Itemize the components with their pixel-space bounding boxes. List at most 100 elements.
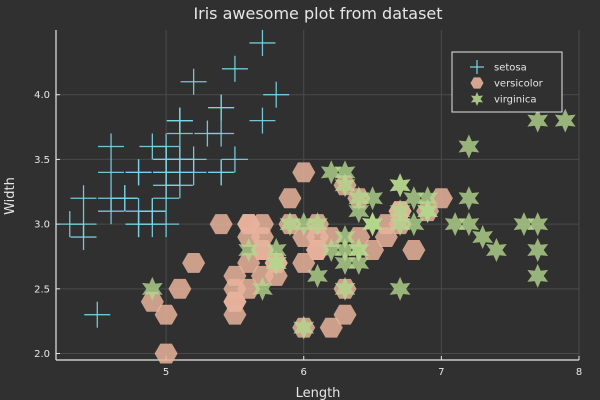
versicolor-point <box>278 188 302 209</box>
setosa-point <box>84 301 111 328</box>
virginica-point <box>334 173 356 198</box>
setosa-point <box>249 107 276 134</box>
legend: setosa versicolor virginica <box>451 51 563 113</box>
virginica-point <box>403 212 425 237</box>
virginica-point <box>293 212 315 237</box>
virginica-point <box>141 276 163 301</box>
setosa-point <box>98 133 125 160</box>
setosa-point <box>125 211 152 238</box>
tick-labels: 5 6 7 8 2.0 2.5 3.0 3.5 4.0 <box>34 90 582 378</box>
virginica-point <box>389 199 411 224</box>
virginica-point <box>362 186 383 211</box>
legend-box <box>451 51 563 113</box>
virginica-point <box>458 134 480 159</box>
setosa-point <box>98 159 125 186</box>
versicolor-point <box>223 265 247 286</box>
setosa-point <box>221 146 248 173</box>
legend-virginica-marker <box>470 92 484 106</box>
virginica-point <box>252 276 273 301</box>
versicolor-point <box>264 265 288 286</box>
setosa-point <box>180 68 207 95</box>
versicolor-point <box>154 304 178 325</box>
versicolor-point <box>319 317 343 338</box>
x-tick-label: 6 <box>301 367 307 378</box>
virginica-point <box>362 212 383 237</box>
versicolor-point <box>209 214 233 235</box>
virginica-point <box>293 315 315 340</box>
setosa-point <box>125 159 152 186</box>
versicolor-point <box>292 227 316 248</box>
setosa-point <box>263 81 290 108</box>
virginica-point <box>527 108 549 133</box>
virginica-point <box>334 238 356 262</box>
virginica-point <box>334 225 356 250</box>
legend-setosa-marker <box>470 60 484 74</box>
virginica-point <box>527 238 549 262</box>
y-tick-label: 2.5 <box>34 284 50 295</box>
setosa-point <box>153 172 180 199</box>
setosa-point <box>139 198 166 225</box>
versicolor-point <box>292 252 316 273</box>
setosa-point <box>70 185 97 212</box>
setosa-point <box>139 133 166 160</box>
virginica-point <box>334 276 356 301</box>
y-tick-label: 3.5 <box>34 155 50 166</box>
virginica-point <box>513 212 535 237</box>
virginica-point <box>348 199 370 224</box>
setosa-point <box>194 120 221 147</box>
setosa-point <box>166 159 193 186</box>
virginica-point <box>458 212 480 237</box>
virginica-point <box>389 173 411 198</box>
versicolor-point <box>182 252 206 273</box>
versicolor-point <box>333 304 357 325</box>
x-tick-label: 7 <box>438 367 444 378</box>
versicolor-point <box>402 240 426 260</box>
virginica-point <box>486 238 507 262</box>
x-tick-label: 5 <box>163 367 169 378</box>
x-axis-label: Length <box>296 386 341 400</box>
legend-setosa-label: setosa <box>494 63 527 74</box>
setosa-point <box>208 159 235 186</box>
virginica-point <box>265 238 287 262</box>
virginica-point <box>417 186 438 211</box>
axes <box>55 30 580 361</box>
virginica-point <box>238 238 260 262</box>
virginica-point <box>265 250 287 275</box>
setosa-point <box>98 185 125 212</box>
versicolor-point <box>168 278 192 299</box>
y-tick-label: 3.0 <box>34 220 50 231</box>
virginica-point <box>527 212 549 237</box>
legend-versicolor-label: versicolor <box>494 79 544 90</box>
virginica-point <box>389 276 411 301</box>
virginica-point <box>334 160 356 185</box>
versicolor-point <box>140 291 164 312</box>
virginica-point <box>307 212 328 237</box>
versicolor-point <box>237 252 261 273</box>
setosa-point <box>208 94 235 121</box>
virginica-point <box>320 160 342 185</box>
virginica-point <box>458 186 480 211</box>
virginica-point <box>527 263 549 288</box>
virginica-point <box>348 238 370 262</box>
legend-virginica-label: virginica <box>494 95 537 106</box>
virginica-point <box>334 250 356 275</box>
virginica-point <box>403 186 425 211</box>
setosa-point <box>221 55 248 82</box>
virginica-point <box>307 263 328 288</box>
data-points <box>56 29 576 364</box>
y-tick-label: 2.0 <box>34 349 50 360</box>
setosa-point <box>153 146 180 173</box>
setosa-point <box>166 107 193 134</box>
x-tick-label: 8 <box>576 367 582 378</box>
virginica-point <box>444 212 466 237</box>
virginica-point <box>417 199 438 224</box>
setosa-point <box>153 211 180 238</box>
chart-title: Iris awesome plot from dataset <box>193 4 442 23</box>
virginica-point <box>279 212 301 237</box>
virginica-point <box>389 212 411 237</box>
setosa-point <box>70 211 97 238</box>
virginica-point <box>554 108 576 133</box>
legend-versicolor-marker <box>470 77 484 89</box>
virginica-point <box>472 225 494 250</box>
